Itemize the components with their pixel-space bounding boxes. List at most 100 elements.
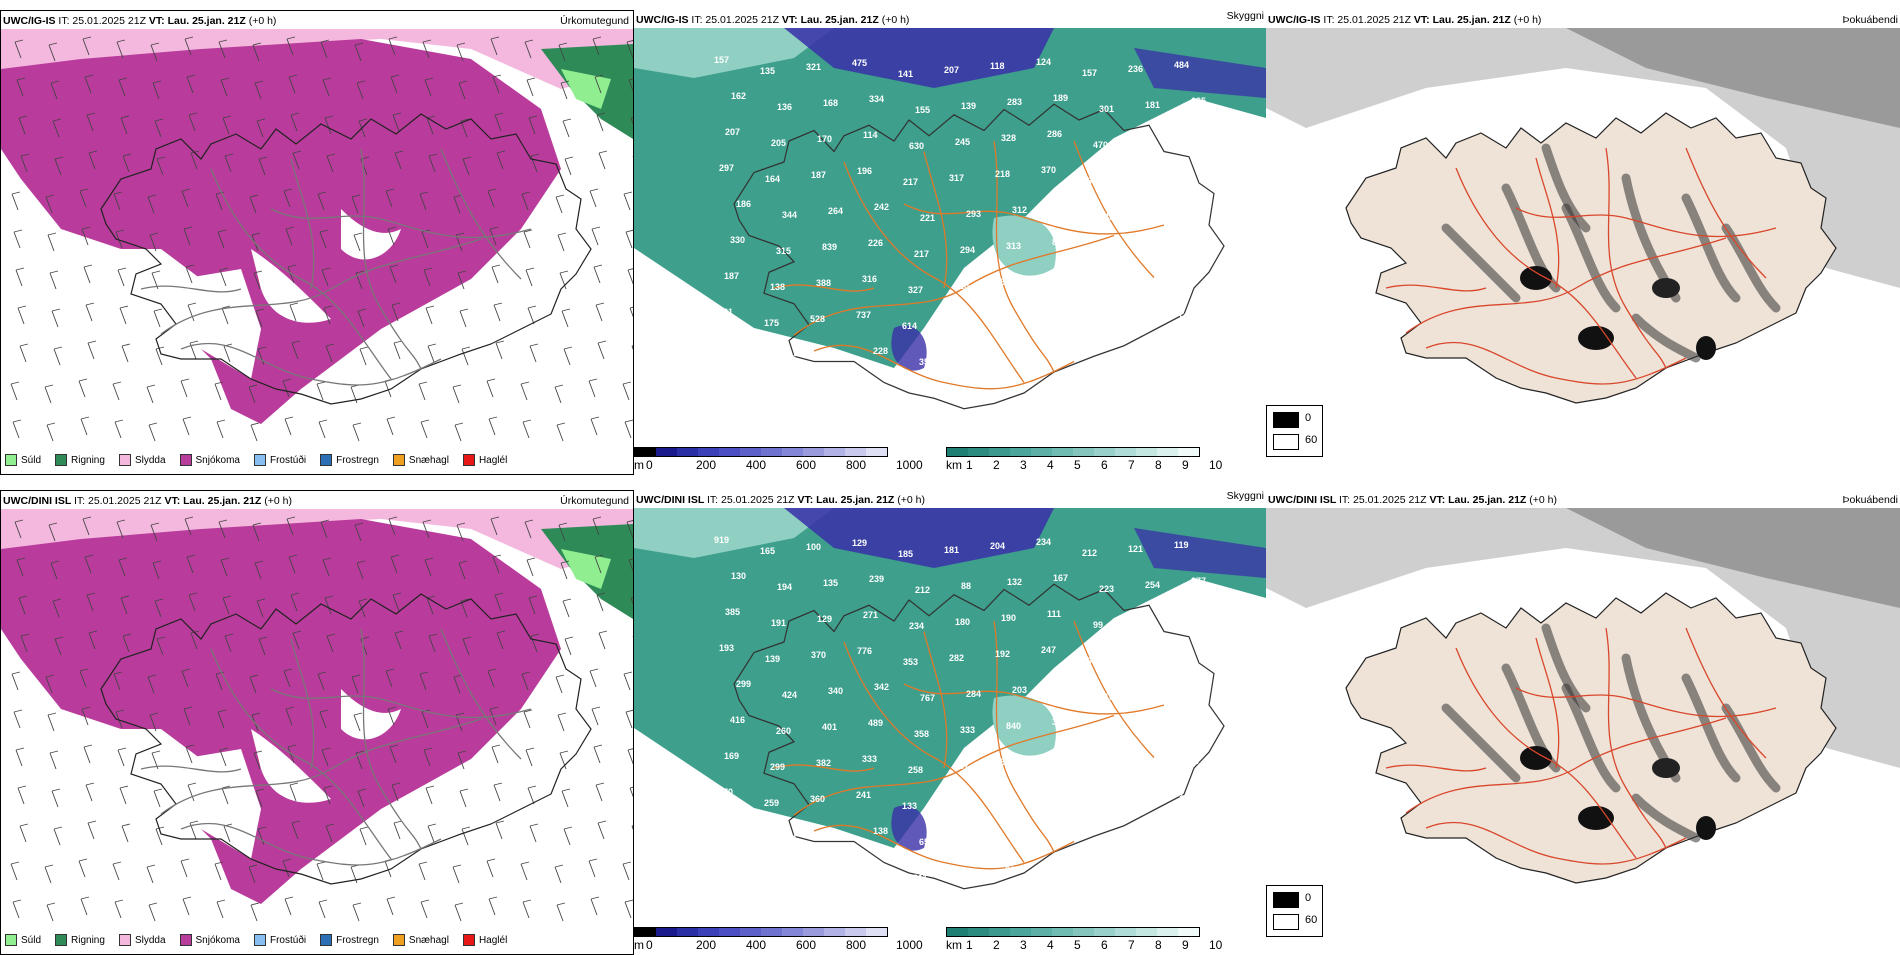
visibility-value-label: 568 [1040,789,1055,799]
visibility-value-label: 155 [1195,348,1210,358]
visibility-value-label: 864 [1000,277,1015,287]
visibility-value-label: 413 [1196,684,1211,694]
visibility-value-label: 609 [1087,176,1102,186]
visibility-value-label: 241 [856,790,871,800]
visibility-value-label: 181 [1139,616,1154,626]
visibility-panel: UWC/DINI ISL IT: 25.01.2025 21Z VT: Lau.… [634,490,1266,955]
visibility-value-label: 321 [806,62,821,72]
visibility-value-label: 33 [1046,753,1056,763]
visibility-value-label: 196 [1150,688,1165,698]
legend-label: Snæhagl [408,454,449,466]
visibility-value-label: 160 [1086,320,1101,330]
init-time: IT: 25.01.2025 21Z [73,495,165,507]
panel-title: Skyggni [1226,490,1264,502]
visibility-value-label: 138 [873,826,888,836]
legend-label: Haglél [478,454,508,466]
legend-item: Haglél [462,934,507,946]
visibility-value-label: 165 [1144,724,1159,734]
visibility-value-label: 416 [730,715,745,725]
legend-swatch [55,934,68,946]
visibility-value-label: 120 [1058,681,1073,691]
visibility-value-label: 333 [960,725,975,735]
visibility-value-label: 157 [714,55,729,65]
fog-key-black [1273,892,1299,908]
colorbar-cell [1157,448,1178,456]
visibility-value-label: 414 [994,313,1009,323]
colorbar-cell [947,448,968,456]
visibility-value-label: 385 [725,607,740,617]
valid-time: Lau. 25.jan. 21Z [1432,14,1514,26]
visibility-value-label: 307 [1149,832,1164,842]
visibility-value-label: 242 [874,202,889,212]
visibility-value-label: 124 [1036,57,1051,67]
visibility-value-label: 475 [852,58,867,68]
visibility-value-label: 270 [1139,136,1154,146]
visibility-value-label: 114 [863,130,878,140]
visibility-value-label: 116 [729,859,744,869]
legend-item: Súld [5,934,41,946]
cloud-base-colorbar [634,447,888,457]
visibility-value-label: 282 [949,653,964,663]
visibility-value-label: 319 [1058,201,1073,211]
colorbar-tick: 0 [646,938,653,952]
colorbar-cell [1010,928,1031,936]
colorbar-cell [1052,928,1073,936]
precip-map [1,509,633,929]
visibility-value-label: 257 [1190,240,1205,250]
colorbar-tick: 2 [993,458,1000,472]
visibility-value-label: 130 [731,571,746,581]
visibility-value-label: 195 [1191,96,1206,106]
legend-item: Haglél [462,454,508,466]
visibility-value-label: 248 [1133,652,1148,662]
colorbar-cell [1052,448,1073,456]
visibility-value-label: 19 [821,866,831,876]
init-time: IT: 25.01.2025 21Z [1323,14,1414,26]
visibility-value-label: 337 [954,761,969,771]
visibility-value-label: 169 [724,751,739,761]
lead-time: (+0 h) [264,495,292,507]
visibility-value-label: 259 [764,798,779,808]
legend-label: Slydda [134,454,166,466]
legend-label: Slydda [134,934,166,946]
visibility-value-label: 191 [771,618,786,628]
visibility-value-label: 186 [827,830,842,840]
legend-swatch [392,934,405,946]
visibility-value-label: 132 [1007,577,1022,587]
visibility-value-label: 687 [994,793,1009,803]
visibility-value-label: 221 [920,213,935,223]
fog-key-low: 0 [1305,892,1312,904]
visibility-value-label: 207 [725,127,740,137]
panel-title: Skyggni [1226,10,1264,22]
colorbar-tick: 5 [1074,938,1081,952]
visibility-value-label: 223 [1099,584,1114,594]
model-name: UWC/IG-IS [3,15,59,27]
panel-title: Úrkomutegund [560,495,629,507]
fog-key-high: 60 [1305,914,1318,926]
fog-panel: UWC/IG-IS IT: 25.01.2025 21Z VT: Lau. 25… [1266,10,1900,475]
visibility-value-label: 320 [954,281,969,291]
legend-item: Slydda [118,934,166,946]
colorbar-cell [719,928,740,936]
legend-swatch [118,454,131,466]
visibility-value-label: 168 [823,98,838,108]
visibility-value-label: 228 [873,346,888,356]
colorbar-cells [946,447,1200,457]
init-time: IT: 25.01.2025 21Z [1338,494,1430,506]
colorbar-cell [1010,448,1031,456]
visibility-value-label: 520 [1150,208,1165,218]
panel-header: UWC/IG-IS IT: 25.01.2025 21Z VT: Lau. 25… [1268,14,1541,28]
valid-time: Lau. 25.jan. 21Z [800,14,882,26]
visibility-value-label: 196 [857,166,872,176]
panel-header: UWC/IG-IS IT: 25.01.2025 21Z VT: Lau. 25… [3,15,276,29]
visibility-value-label: 236 [1128,64,1143,74]
legend-item: Súld [5,454,41,466]
legend-label: Snæhagl [408,934,449,946]
visibility-value-label: 215 [1098,728,1113,738]
visibility-value-label: 204 [990,541,1005,551]
colorbar-tick: 800 [846,938,867,952]
colorbar-tick: 9 [1182,938,1189,952]
colorbar-cell [782,448,803,456]
visibility-value-label: 234 [909,621,924,631]
legend-item: Frostúði [253,934,306,946]
colorbar-cell [698,448,719,456]
